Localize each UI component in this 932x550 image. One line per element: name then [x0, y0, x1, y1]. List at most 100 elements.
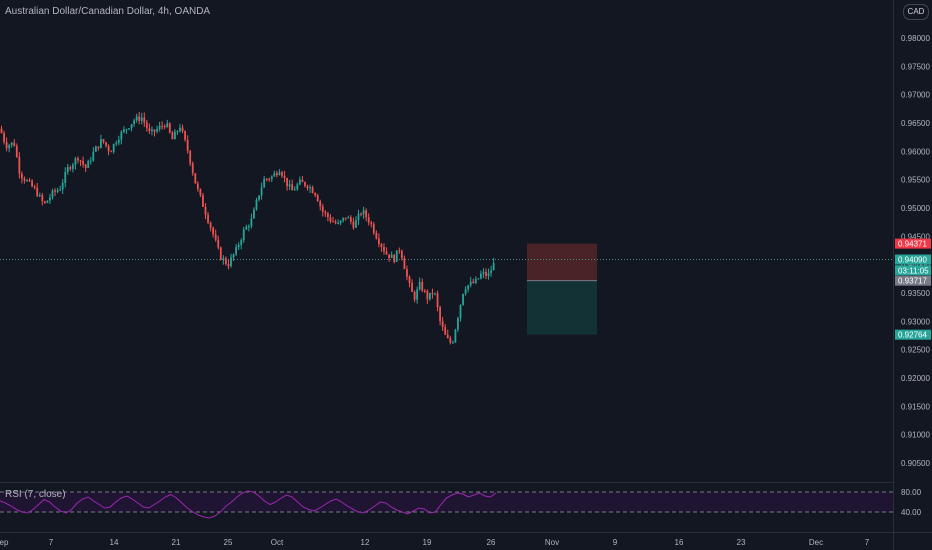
y-tick-label: 0.96500 [901, 119, 930, 128]
candle-body [301, 179, 304, 183]
candle-body [225, 258, 227, 264]
candle-body [199, 188, 202, 196]
candle-body [472, 281, 475, 283]
y-tick-label: 0.92000 [901, 374, 930, 383]
y-tick-label: 0.91000 [901, 431, 930, 440]
y-tick-label: 0.92500 [901, 346, 930, 355]
candle-body [316, 195, 319, 202]
candle-body [270, 176, 273, 180]
price-tag [895, 238, 931, 249]
candle-body [370, 222, 373, 225]
candle-body [360, 213, 362, 215]
candle-body [487, 273, 490, 277]
candle-body [321, 206, 324, 212]
candle-body [115, 142, 118, 144]
candle-body [100, 139, 102, 148]
price-tag-label: 03:11:05 [898, 266, 929, 275]
candle-body [138, 116, 141, 121]
x-tick-label: 25 [224, 538, 233, 547]
candle-body [406, 269, 408, 277]
candle-body [395, 250, 398, 262]
candle-body [156, 128, 158, 132]
candle-body [79, 160, 82, 162]
price-tag [895, 265, 931, 276]
candle-body [469, 281, 472, 286]
candle-body [268, 178, 271, 180]
candle-body [8, 145, 11, 149]
y-tick-label: 0.90500 [901, 459, 930, 468]
candle-body [123, 129, 125, 132]
candle-body [135, 116, 138, 121]
candle-body [247, 226, 250, 228]
candle-body [94, 146, 97, 152]
candle-body [181, 127, 184, 132]
candle-body [408, 276, 411, 283]
candle-body [281, 172, 283, 176]
candle-body [339, 220, 342, 223]
candle-body [304, 182, 306, 186]
candle-body [337, 222, 339, 224]
x-tick-label: 26 [487, 538, 496, 547]
candle-body [240, 240, 243, 246]
candle-body [306, 185, 309, 189]
candle-body [485, 271, 487, 277]
candle-body [362, 210, 365, 215]
candle-body [69, 167, 72, 169]
candle-body [207, 214, 209, 223]
y-tick-label: 0.93500 [901, 289, 930, 298]
y-tick-label: 0.97000 [901, 91, 930, 100]
candle-body [59, 189, 62, 191]
candle-body [174, 131, 176, 140]
candle-body [51, 190, 54, 198]
candle-body [490, 270, 492, 274]
candle-body [439, 307, 441, 322]
candle-body [87, 160, 90, 169]
candle-body [467, 285, 470, 290]
candle-body [166, 123, 169, 127]
candle-body [367, 217, 370, 223]
candle-body [46, 200, 49, 203]
candle-body [64, 171, 67, 184]
candle-body [33, 186, 36, 188]
candle-body [319, 201, 322, 207]
candle-body [355, 220, 357, 228]
candle-body [314, 192, 317, 196]
rsi-tick-label: 40.00 [901, 508, 922, 517]
candle-body [334, 221, 337, 224]
candle-body [89, 160, 92, 162]
candle-body [204, 206, 207, 215]
candle-body [457, 318, 459, 330]
candle-body [56, 190, 59, 192]
candle-body [423, 290, 426, 292]
price-tag-label: 0.94371 [898, 240, 927, 249]
candle-body [28, 180, 31, 182]
candle-body [332, 221, 334, 223]
candle-body [36, 187, 39, 196]
candle-body [189, 150, 192, 164]
candle-body [161, 125, 164, 127]
candle-body [255, 199, 258, 210]
candle-body [449, 337, 452, 343]
y-tick-label: 0.94000 [901, 261, 930, 270]
candle-body [403, 258, 406, 270]
candle-body [128, 128, 130, 130]
candle-body [10, 142, 13, 146]
candle-body [250, 218, 253, 227]
candle-body [434, 293, 436, 295]
candle-body [117, 139, 120, 143]
candle-body [112, 143, 115, 152]
candle-body [276, 173, 278, 176]
candle-body [110, 151, 113, 153]
y-tick-label: 0.97500 [901, 62, 930, 71]
candle-body [446, 334, 449, 338]
candle-body [84, 164, 87, 169]
candle-body [202, 195, 204, 207]
candle-body [372, 224, 375, 233]
candle-body [342, 217, 345, 221]
currency-button[interactable]: CAD [903, 4, 929, 20]
candle-body [196, 183, 199, 189]
candle-body [23, 178, 26, 181]
candle-body [74, 158, 77, 165]
